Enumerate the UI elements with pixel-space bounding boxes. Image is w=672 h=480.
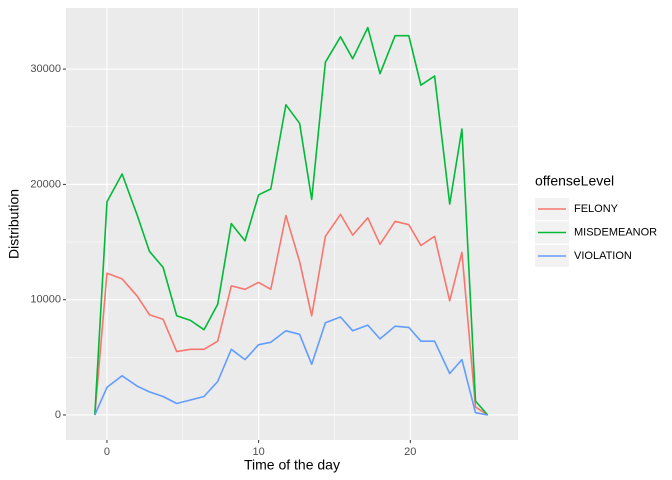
series-line [94,316,488,416]
series-line [94,26,489,416]
legend-label: MISDEMEANOR [574,226,657,238]
panel [66,8,518,440]
x-tick-label: 0 [104,446,110,458]
y-tick-label: 20000 [30,178,61,190]
x-tick-label: 10 [253,446,265,458]
x-axis-title: Time of the day [244,457,340,473]
x-tick-label: 20 [404,446,416,458]
y-tick-label: 30000 [30,63,61,75]
legend-label: VIOLATION [574,250,632,262]
legend-label: FELONY [574,203,619,215]
series-line [94,213,489,416]
y-tick-label: 0 [55,409,61,421]
legend-title: offenseLevel [535,173,614,189]
y-axis-title: Distribution [6,189,22,259]
y-tick-label: 10000 [30,294,61,306]
